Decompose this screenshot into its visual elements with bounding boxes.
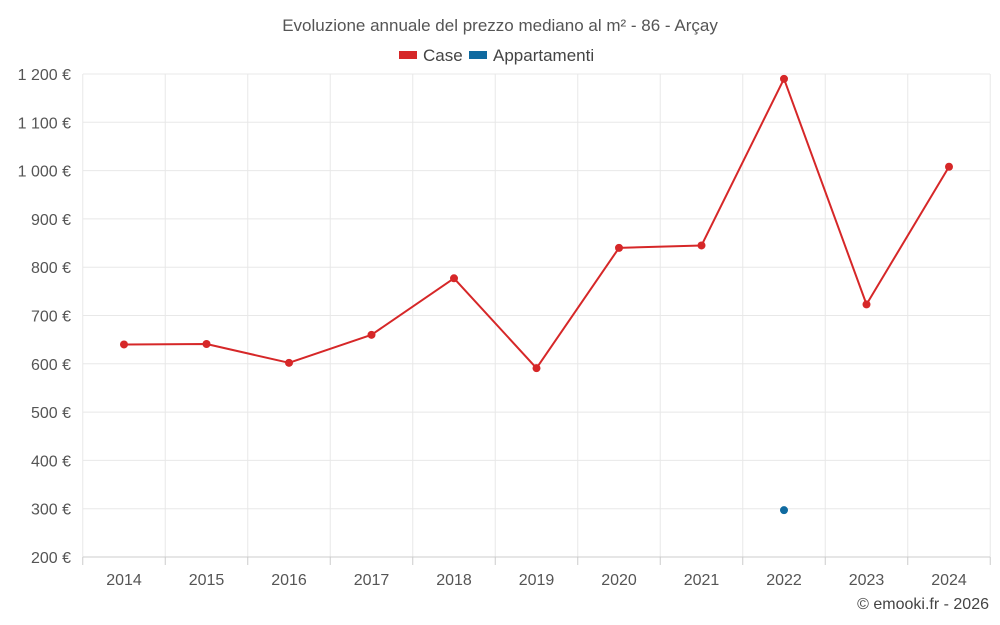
y-tick-label: 200 € [31,550,71,567]
series-layer [120,74,953,515]
data-point-case [697,241,706,250]
y-tick-label: 600 € [31,357,71,374]
x-tick-label: 2019 [519,572,555,589]
y-tick-label: 1 200 € [18,67,71,84]
x-tick-label: 2017 [354,572,390,589]
x-tick-label: 2023 [849,572,885,589]
y-tick-label: 300 € [31,502,71,519]
x-tick-label: 2024 [931,572,967,589]
y-tick-label: 900 € [31,212,71,229]
x-tick-label: 2015 [189,572,225,589]
y-tick-label: 500 € [31,405,71,422]
data-point-case [532,364,541,373]
data-point-case [862,300,871,309]
data-point-case [450,274,458,283]
grid [82,73,991,558]
data-point-case [120,340,128,349]
credit-text: © emooki.fr - 2026 [857,596,989,613]
y-tick-label: 1 000 € [18,164,71,181]
data-point-case [780,74,788,83]
legend-swatch-case [399,51,417,59]
data-point-case [945,162,953,171]
x-tick-label: 2020 [601,572,637,589]
x-tick-label: 2016 [271,572,307,589]
x-tick-label: 2021 [684,572,720,589]
y-tick-label: 400 € [31,453,71,470]
data-point-appartamenti [780,506,788,515]
x-tick-label: 2018 [436,572,472,589]
data-point-case [202,339,211,348]
chart-title: Evoluzione annuale del prezzo mediano al… [282,16,718,35]
y-tick-label: 700 € [31,309,71,326]
data-point-case [367,330,376,339]
x-tick-label: 2014 [106,572,142,589]
data-point-case [615,243,623,252]
legend-swatch-appartamenti [469,51,487,59]
legend-label-appartamenti: Appartamenti [493,46,594,65]
y-axis: 200 € 300 € 400 € 500 € 600 € 700 € 800 € 900 €… [18,67,71,567]
x-tick-label: 2022 [766,572,802,589]
x-axis: 2014 2015 2016 2017 2018 2019 2020 2021 2022 2023… [82,556,991,589]
data-point-case [285,358,293,367]
legend-label-case: Case [423,46,463,65]
y-tick-label: 800 € [31,260,71,277]
y-tick-label: 1 100 € [18,115,71,132]
legend: Case Appartamenti [399,46,594,65]
